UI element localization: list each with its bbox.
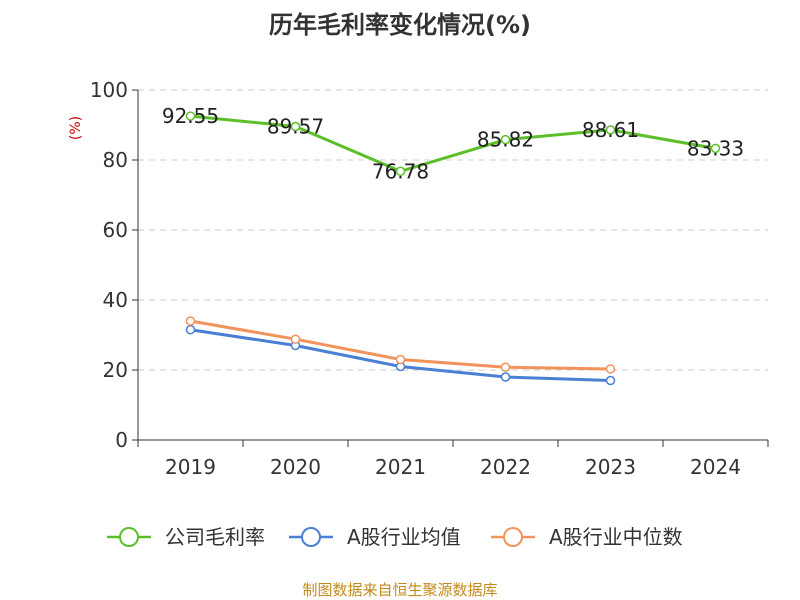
data-point (185, 325, 196, 335)
data-label: 83.33 (687, 136, 744, 160)
data-point (605, 364, 616, 374)
data-point (605, 375, 616, 386)
data-label: 92.55 (162, 104, 219, 128)
grid-lines (138, 89, 768, 371)
x-tick-label: 2023 (585, 455, 636, 479)
y-tick-label: 100 (90, 78, 128, 102)
data-point (185, 111, 196, 121)
x-tick-label: 2020 (270, 455, 321, 479)
data-point (395, 166, 406, 177)
data-point (290, 334, 301, 344)
axes: 0 20 40 60 80 100 2019 2020 2021 2022 2023 2024 (90, 78, 769, 479)
legend-item-0[interactable]: 公司毛利率 (107, 525, 265, 549)
data-label: 88.61 (582, 118, 639, 142)
data-point (290, 121, 301, 132)
legend-label: A股行业均值 (347, 525, 461, 549)
data-point (500, 362, 511, 372)
legend-item-1[interactable]: A股行业均值 (289, 525, 461, 549)
series-lines (185, 111, 721, 386)
data-label: 85.82 (477, 128, 534, 152)
legend-label: A股行业中位数 (549, 525, 683, 549)
x-tick-label: 2019 (165, 455, 216, 479)
x-tick-label: 2021 (375, 455, 426, 479)
data-labels: 92.55 89.57 76.78 85.82 88.61 83.33 (162, 104, 744, 183)
legend: 公司毛利率 A股行业均值 A股行业中位数 (107, 525, 683, 549)
legend-marker-circle (503, 527, 523, 547)
y-tick-label: 20 (103, 358, 128, 382)
y-tick-label: 80 (103, 148, 128, 172)
chart-title: 历年毛利率变化情况(%) (269, 11, 531, 39)
data-point (710, 143, 721, 154)
data-point (500, 134, 511, 145)
legend-item-2[interactable]: A股行业中位数 (491, 525, 683, 549)
x-tick-label: 2022 (480, 455, 531, 479)
legend-marker-circle (301, 527, 321, 547)
data-point (500, 372, 511, 382)
y-axis-label: (%) (68, 116, 84, 140)
x-tick-label: 2024 (690, 455, 741, 479)
data-point (185, 316, 196, 326)
data-label: 76.78 (372, 159, 429, 183)
legend-marker-circle (119, 527, 139, 547)
y-tick-label: 40 (103, 288, 128, 312)
y-tick-label: 0 (115, 428, 128, 452)
data-point (395, 354, 406, 365)
series-line-0 (190, 114, 716, 173)
legend-label: 公司毛利率 (165, 525, 265, 549)
y-tick-label: 60 (103, 218, 128, 242)
source-note: 制图数据来自恒生聚源数据库 (302, 581, 497, 599)
data-point (605, 125, 616, 135)
data-label: 89.57 (267, 115, 324, 139)
